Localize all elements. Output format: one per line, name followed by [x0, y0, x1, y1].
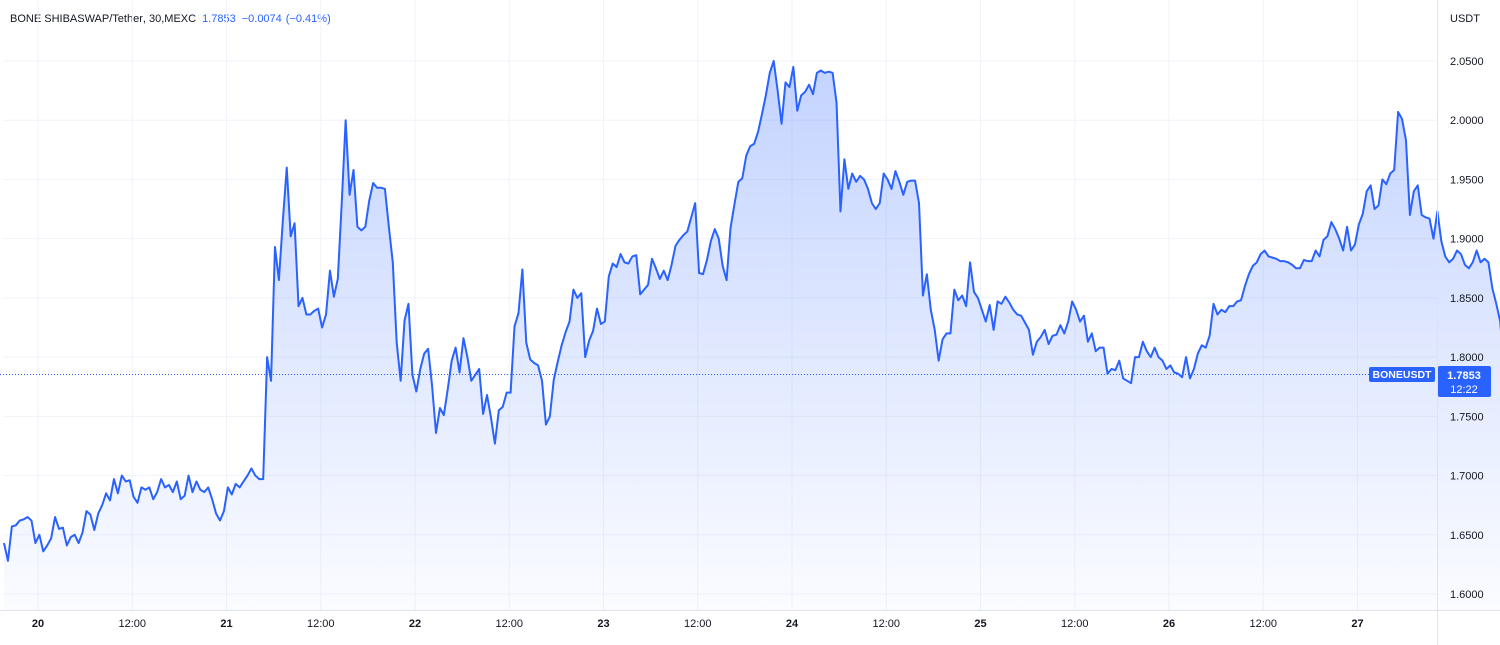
- last-price: 1.7853: [202, 13, 236, 25]
- time-tick-label: 23: [597, 618, 609, 630]
- last-price-tag-value: 1.7853: [1447, 370, 1481, 382]
- bar-countdown: 12:22: [1450, 384, 1478, 396]
- price-tick-label: 1.6500: [1450, 530, 1484, 542]
- symbol-separator: /: [109, 13, 113, 25]
- symbol-tag-text: BONEUSDT: [1373, 369, 1433, 381]
- symbol-tag: BONEUSDT: [1369, 367, 1435, 382]
- exchange-name: MEXC: [164, 13, 197, 25]
- time-tick-label: 20: [32, 618, 44, 630]
- time-tick-label: 12:00: [1249, 618, 1277, 630]
- symbol-header: BONE SHIBASWAP / Tether , 30, MEXC 1.785…: [10, 13, 331, 25]
- price-tick-label: 1.9000: [1450, 234, 1484, 246]
- price-tick-label: 1.8500: [1450, 293, 1484, 305]
- price-change: −0.0074: [241, 13, 282, 25]
- time-tick-label: 12:00: [872, 618, 900, 630]
- price-tick-label: 1.9500: [1450, 174, 1484, 186]
- interval-label: , 30,: [142, 13, 165, 25]
- time-tick-label: 24: [786, 618, 799, 630]
- symbol-name[interactable]: BONE SHIBASWAP: [10, 13, 110, 25]
- price-axis[interactable]: 2.0500 2.0000 1.9500 1.9000 1.8500 1.8000 1.75…: [1450, 56, 1484, 601]
- last-price-tag: 1.7853 12:22: [1438, 366, 1491, 397]
- time-tick-label: 12:00: [1061, 618, 1089, 630]
- price-change-percent: (−0.41%): [285, 13, 331, 25]
- time-tick-label: 21: [220, 618, 232, 630]
- price-tick-label: 1.8000: [1450, 352, 1484, 364]
- price-tick-label: 2.0000: [1450, 115, 1484, 127]
- time-tick-label: 12:00: [307, 618, 335, 630]
- time-tick-label: 12:00: [684, 618, 712, 630]
- price-tick-label: 2.0500: [1450, 56, 1484, 68]
- time-tick-label: 12:00: [495, 618, 523, 630]
- symbol-tag-bg: [1369, 367, 1435, 382]
- time-axis[interactable]: 20 12:00 21 12:00 22 12:00 23 12:00 24 12:00 25 12:…: [32, 618, 1364, 630]
- last-price-tag-bg: [1438, 366, 1491, 397]
- time-tick-label: 22: [409, 618, 421, 630]
- time-tick-label: 26: [1163, 618, 1175, 630]
- price-line: [3, 60, 1500, 562]
- price-area-fill: [4, 61, 1500, 610]
- price-tick-label: 1.7500: [1450, 411, 1484, 423]
- price-tick-label: 1.6000: [1450, 589, 1484, 601]
- time-tick-label: 25: [974, 618, 986, 630]
- time-tick-label: 27: [1351, 618, 1363, 630]
- price-tick-label: 1.7000: [1450, 471, 1484, 483]
- quote-asset: Tether: [112, 13, 143, 25]
- currency-unit-label: USDT: [1450, 13, 1480, 25]
- time-tick-label: 12:00: [118, 618, 146, 630]
